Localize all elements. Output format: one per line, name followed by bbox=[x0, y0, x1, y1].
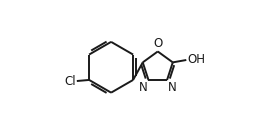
Text: N: N bbox=[139, 81, 147, 94]
Text: O: O bbox=[153, 37, 162, 50]
Text: OH: OH bbox=[187, 53, 205, 66]
Text: N: N bbox=[168, 81, 177, 94]
Text: Cl: Cl bbox=[64, 74, 76, 88]
